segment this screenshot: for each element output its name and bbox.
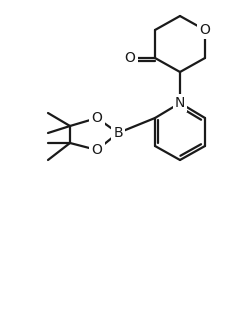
Text: O: O (200, 23, 210, 37)
Text: O: O (92, 111, 102, 125)
Text: B: B (113, 126, 123, 140)
Text: O: O (124, 51, 136, 65)
Text: O: O (92, 143, 102, 157)
Text: N: N (175, 96, 185, 110)
